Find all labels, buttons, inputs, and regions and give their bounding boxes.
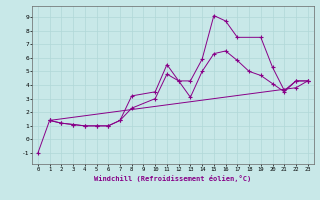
X-axis label: Windchill (Refroidissement éolien,°C): Windchill (Refroidissement éolien,°C)	[94, 175, 252, 182]
